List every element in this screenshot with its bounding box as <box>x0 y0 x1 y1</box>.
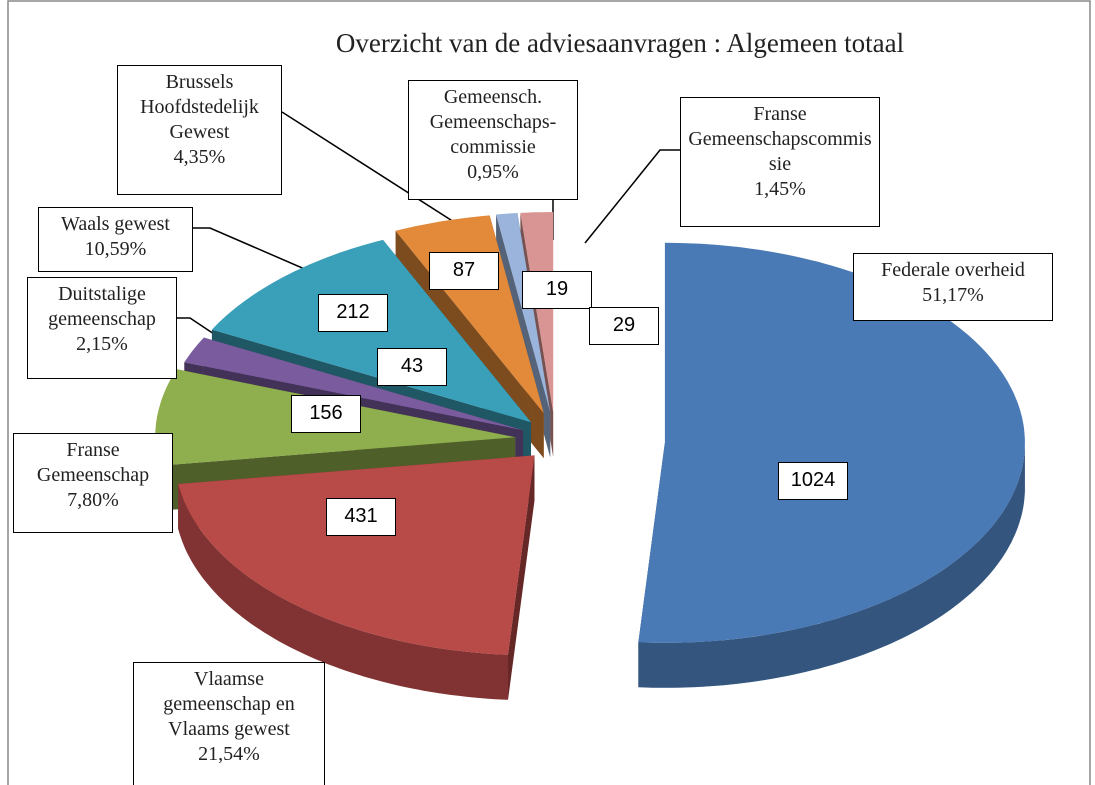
slice-side <box>508 455 535 700</box>
category-name: Vlaamse gemeenschap en Vlaams gewest <box>163 668 295 740</box>
slice <box>520 212 554 412</box>
category-name: Waals gewest <box>61 213 170 235</box>
percentage-label: 21,54% <box>198 743 260 765</box>
slice <box>638 242 1025 643</box>
percentage-label: 10,59% <box>84 238 147 260</box>
category-name: Federale overheid <box>881 259 1025 281</box>
data-label: 212 <box>318 294 388 332</box>
data-label: 19 <box>522 271 592 309</box>
category-label: Brussels Hoofdstedelijk Gewest 4,35% <box>117 65 282 195</box>
slice-shade <box>508 455 535 700</box>
leader-line <box>177 317 221 339</box>
category-label: Vlaamse gemeenschap en Vlaams gewest 21,5… <box>133 662 325 785</box>
data-label: 29 <box>589 307 659 345</box>
slice <box>178 455 535 655</box>
category-label: Gemeensch. Gemeenschaps-commissie 0,95% <box>408 80 578 200</box>
category-label: Duitstalige gemeenschap 2,15% <box>27 277 177 379</box>
percentage-label: 1,45% <box>754 178 806 200</box>
percentage-label: 7,80% <box>67 489 119 511</box>
category-label: Franse Gemeenschap 7,80% <box>13 433 173 533</box>
leader-line <box>584 149 680 244</box>
category-name: Franse Gemeenschapscommissie <box>688 103 872 175</box>
data-label: 43 <box>377 348 447 386</box>
percentage-label: 0,95% <box>467 161 519 183</box>
slice <box>496 213 551 413</box>
leader-line <box>193 227 331 281</box>
percentage-label: 51,17% <box>922 284 984 306</box>
percentage-label: 4,35% <box>173 146 226 168</box>
chart-title: Overzicht van de adviesaanvragen : Algem… <box>335 28 905 58</box>
category-label: Federale overheid 51,17% <box>853 253 1053 321</box>
data-label: 87 <box>429 252 499 290</box>
slice-wall <box>178 484 508 700</box>
data-label: 431 <box>326 498 396 536</box>
slice-shade <box>638 442 1025 688</box>
percentage-label: 2,15% <box>76 333 128 355</box>
slice <box>184 337 524 431</box>
slice-wall <box>638 442 1025 688</box>
category-label: Franse Gemeenschapscommissie 1,45% <box>680 97 880 227</box>
category-label: Waals gewest 10,59% <box>38 207 193 272</box>
category-name: Brussels Hoofdstedelijk Gewest <box>140 71 259 143</box>
data-label: 156 <box>291 395 361 433</box>
category-name: Franse Gemeenschap <box>36 439 150 486</box>
category-name: Duitstalige gemeenschap <box>48 283 156 330</box>
data-label: 1024 <box>778 462 848 500</box>
frame <box>7 0 1091 785</box>
category-name: Gemeensch. Gemeenschaps-commissie <box>429 86 557 158</box>
slice-shade <box>178 484 508 700</box>
